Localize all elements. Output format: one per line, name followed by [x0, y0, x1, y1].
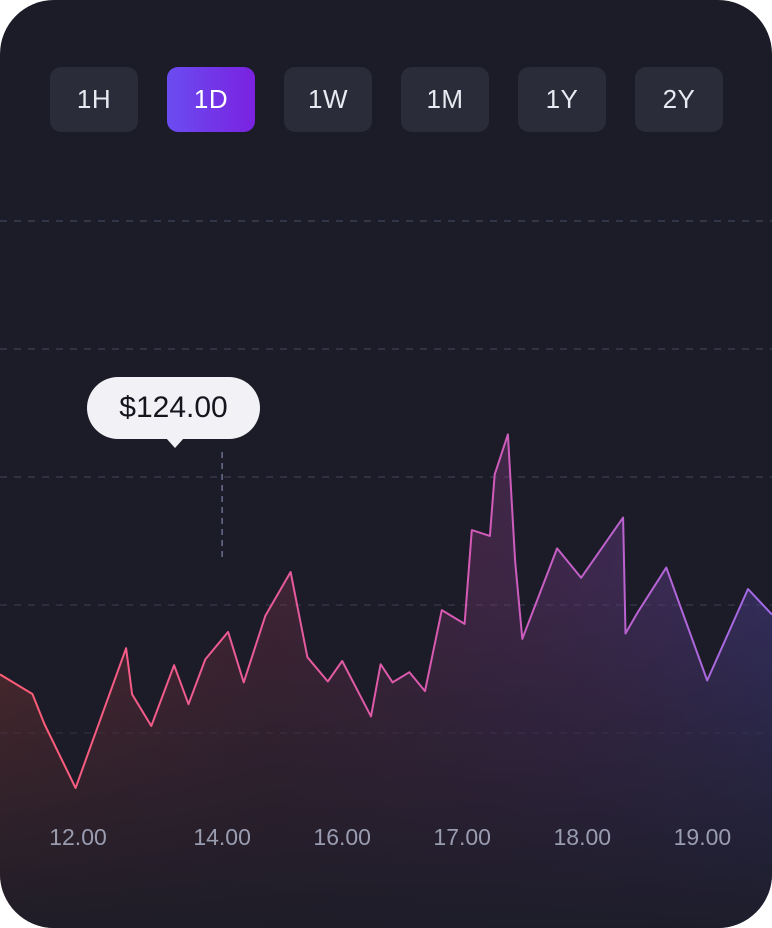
tab-1d[interactable]: 1D — [167, 67, 255, 132]
timeframe-tabs: 1H 1D 1W 1M 1Y 2Y — [50, 67, 724, 132]
tab-1w[interactable]: 1W — [284, 67, 372, 132]
x-tick-label: 18.00 — [553, 824, 612, 850]
x-tick-label: 14.00 — [193, 824, 251, 850]
x-tick-label: 17.00 — [433, 824, 491, 850]
area-fade-overlay — [0, 160, 772, 928]
tab-1h[interactable]: 1H — [50, 67, 138, 132]
tab-1y[interactable]: 1Y — [518, 67, 606, 132]
x-tick-label: 12.00 — [49, 824, 107, 850]
x-tick-label: 16.00 — [313, 824, 371, 850]
price-line — [0, 433, 772, 789]
price-tooltip: $124.00 — [87, 377, 260, 448]
tab-2y[interactable]: 2Y — [635, 67, 723, 132]
tab-1m[interactable]: 1M — [401, 67, 489, 132]
x-tick-label: 19.00 — [673, 824, 732, 850]
